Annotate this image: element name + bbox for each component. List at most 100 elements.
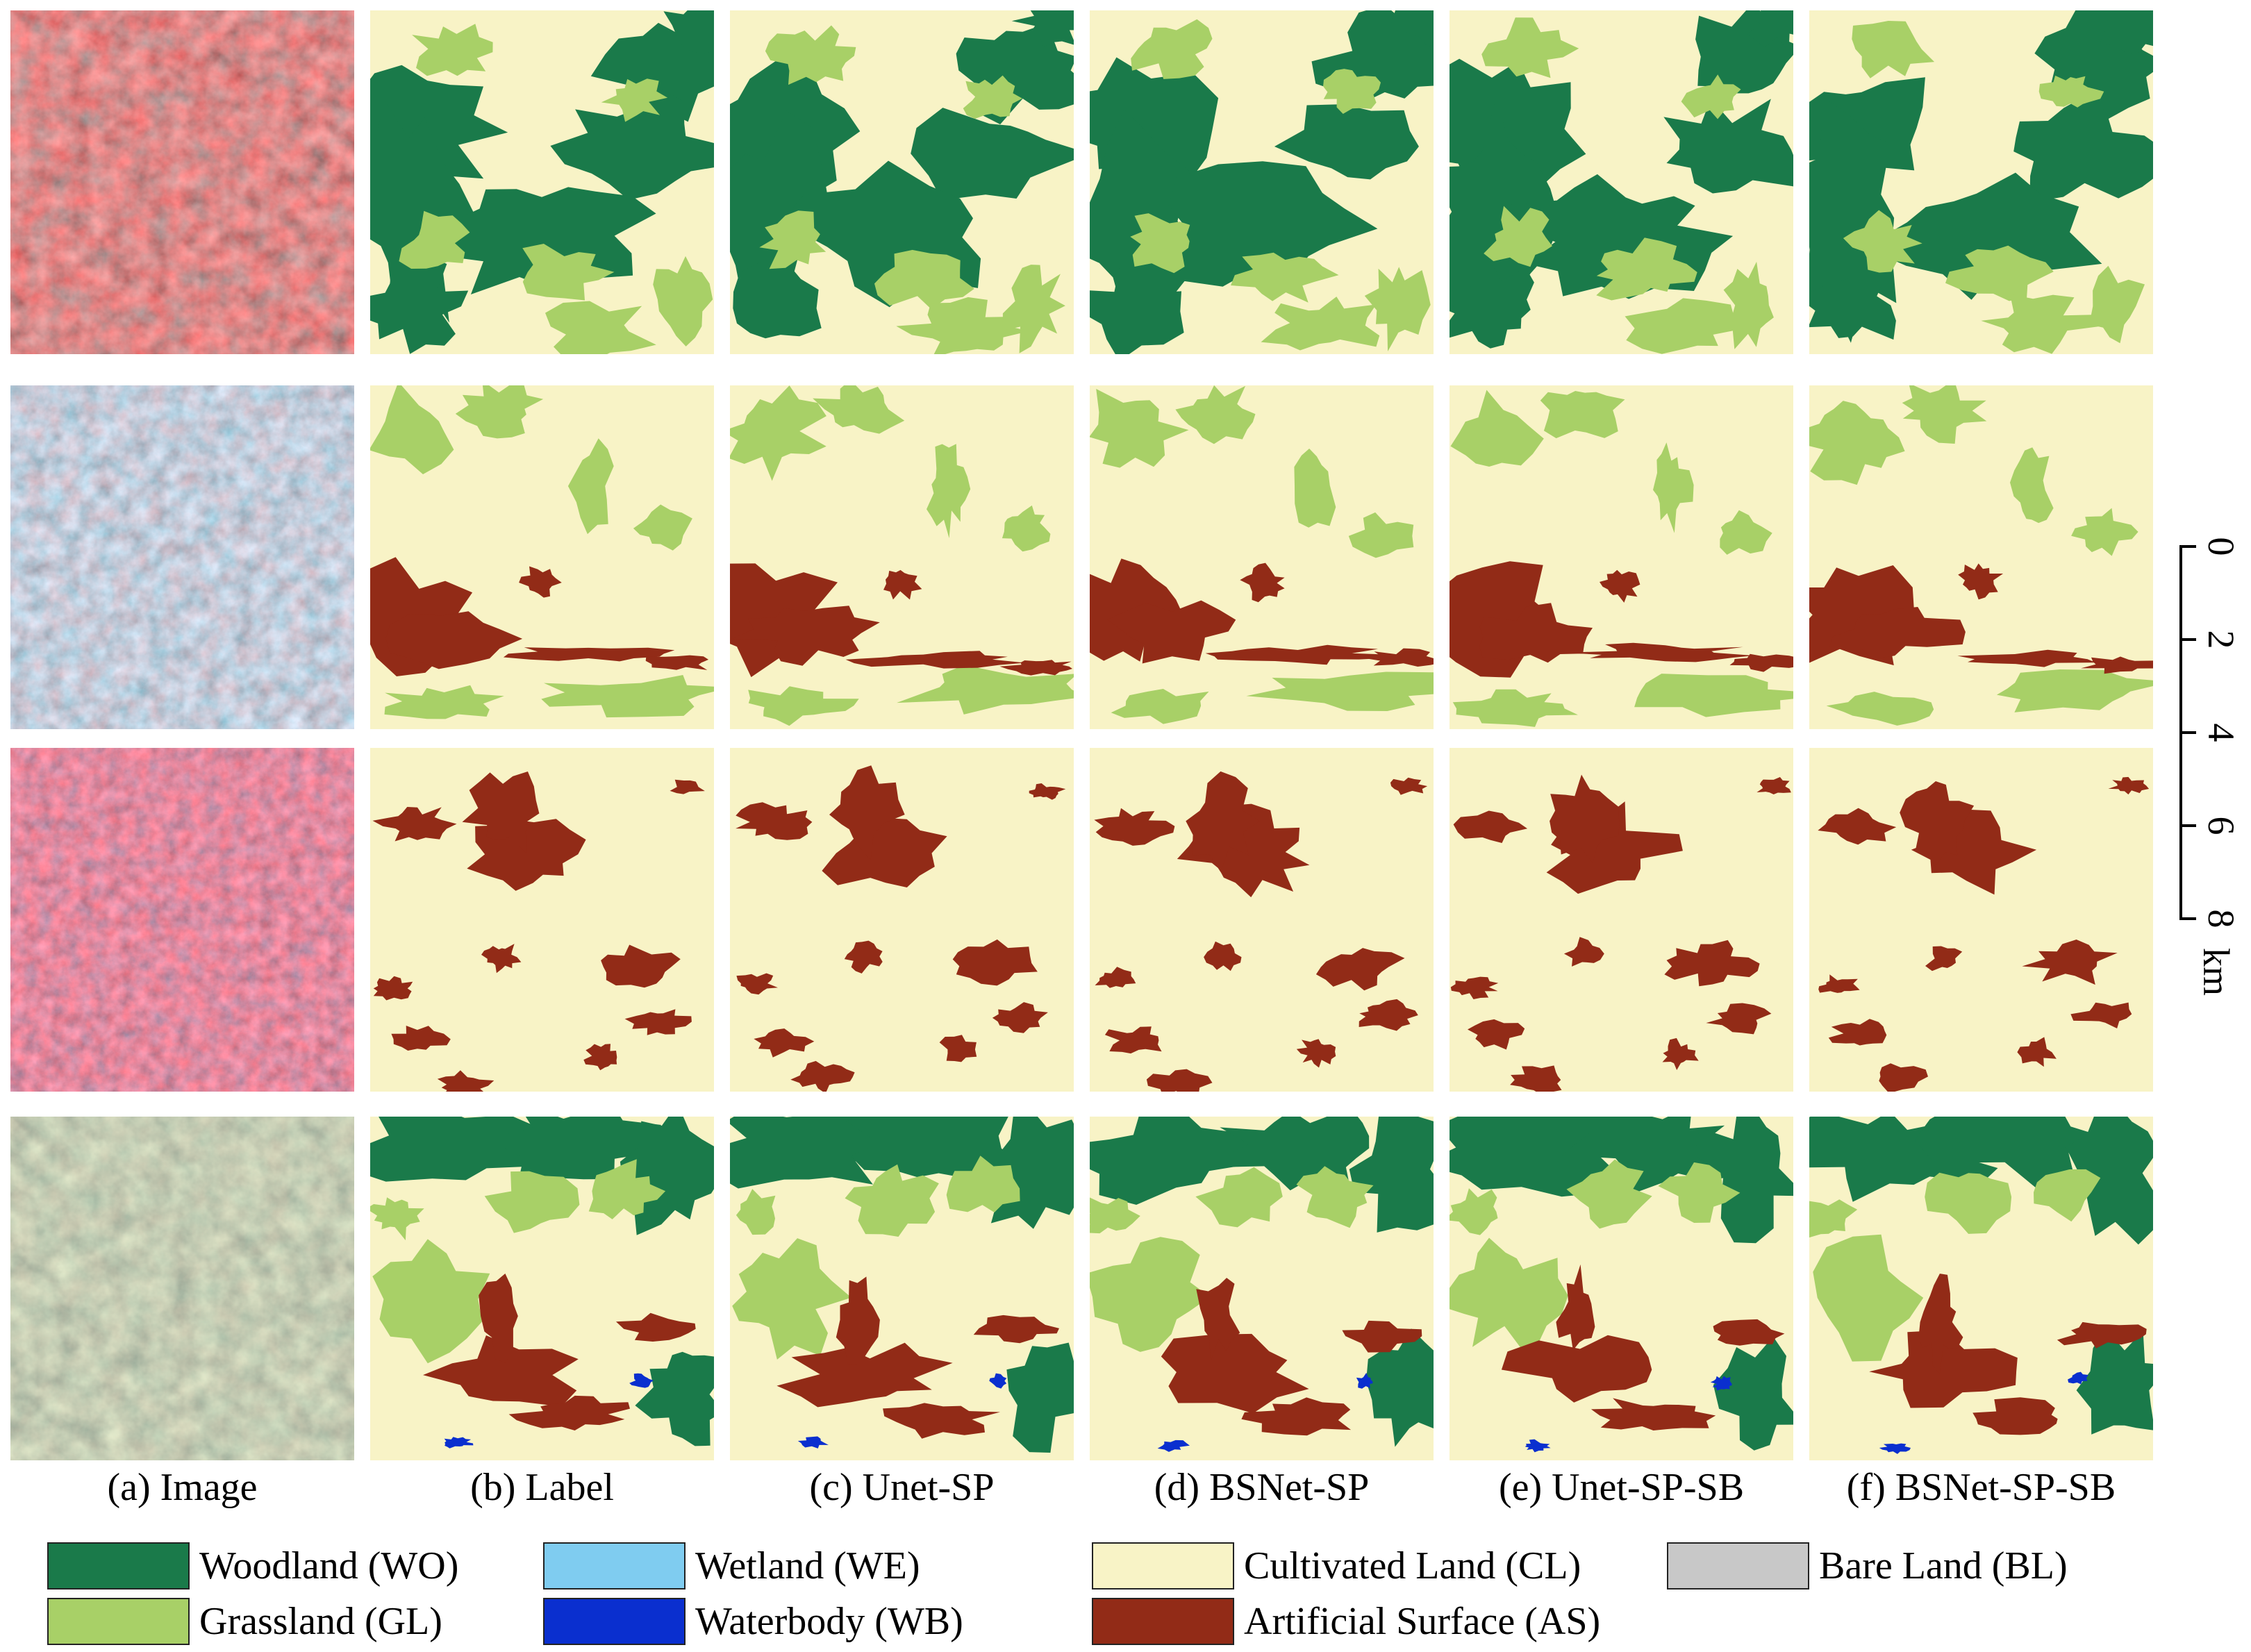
land-cover-patch [1809,276,1896,340]
land-cover-patch [1094,808,1175,846]
land-cover-patch [372,807,457,842]
land-cover-patch [1450,260,1534,349]
land-cover-patch [1186,771,1260,872]
land-cover-patch [1241,1397,1352,1436]
legend-swatch-woodland [47,1542,190,1590]
land-cover-patch [412,24,493,76]
land-cover-patch [1625,298,1745,354]
land-cover-patch [522,244,615,301]
land-cover-patch [845,651,1026,669]
land-cover-patch [2066,1117,2153,1245]
land-cover-patch [973,1315,1059,1344]
legend-swatch-waterbody [543,1598,686,1645]
scale-label-6: 6 [2200,817,2242,835]
land-cover-patch [1359,999,1418,1031]
land-cover-patch [1130,213,1190,274]
legend-swatch-artificial-surface [1092,1598,1234,1645]
land-cover-patch [1958,563,2004,600]
land-cover-patch [736,802,813,840]
unet-sp-sb-map-row3 [1450,748,1793,1092]
land-cover-patch [1681,74,1741,119]
land-cover-patch [846,1117,1019,1178]
segmentation-map [1809,748,2153,1092]
land-cover-patch [2068,1371,2088,1385]
land-cover-patch [1348,512,1414,558]
land-cover-patch [550,87,714,200]
land-cover-patch [615,1312,696,1342]
land-cover-patch [1501,1335,1652,1403]
label-map-row4 [370,1117,714,1460]
land-cover-patch [567,438,614,535]
land-cover-patch [481,944,522,974]
land-cover-patch [1713,1319,1785,1346]
land-cover-patch [765,25,856,85]
land-cover-patch [883,569,922,600]
land-cover-patch [733,261,822,339]
scale-label-4: 4 [2200,724,2242,742]
land-cover-patch [479,1274,518,1363]
land-cover-patch [754,1028,815,1058]
land-cover-patch [1743,10,1793,52]
land-cover-patch [797,1436,829,1449]
land-cover-patch [1364,267,1431,351]
segmentation-map [1450,1117,1793,1460]
land-cover-patch [790,1060,855,1092]
land-cover-patch [2022,940,2118,985]
land-cover-patch [1246,671,1434,711]
legend-item-wetland: Wetland (WE) [543,1538,920,1594]
land-cover-patch [633,504,692,551]
legend-item-grassland: Grassland (GL) [47,1594,442,1649]
land-cover-patch [1090,1117,1265,1205]
segmentation-map [1090,385,1434,729]
legend-swatch-bare-land [1667,1542,1809,1590]
land-cover-patch [836,1276,880,1365]
land-cover-patch [1131,19,1213,79]
land-cover-patch [1663,99,1793,194]
image-tile-row2 [10,385,354,729]
segmentation-map [370,748,714,1092]
land-cover-patch [635,1351,714,1446]
land-cover-patch [2010,447,2054,524]
land-cover-patch [736,973,778,995]
land-cover-patch [946,1155,1020,1212]
land-cover-patch [1723,261,1774,349]
land-cover-patch [1323,69,1381,114]
land-cover-patch [1450,1188,1498,1235]
land-cover-patch [989,1373,1007,1389]
land-cover-patch [1356,1372,1373,1389]
land-cover-patch [1175,385,1256,444]
scale-label-0: 0 [2200,538,2242,556]
land-cover-patch [927,444,971,538]
land-cover-patch [1828,1019,1887,1046]
land-cover-patch [1879,1443,1911,1454]
land-cover-patch [1365,648,1434,667]
land-cover-patch [1006,1342,1074,1453]
land-cover-patch [1900,781,1975,867]
segmentation-map [370,1117,714,1460]
land-cover-patch [963,75,1022,119]
land-cover-patch [373,976,413,1001]
label-map-row3 [370,748,714,1092]
land-cover-patch [1104,1026,1162,1054]
land-cover-patch [1869,1330,2018,1408]
segmentation-map [730,1117,1074,1460]
legend-label-bare-land: Bare Land (BL) [1819,1544,2068,1587]
land-cover-patch [732,1238,852,1360]
land-cover-patch [2108,776,2150,795]
caption-unet-sp-sb: (e) Unet-SP-SB [1498,1466,1745,1509]
land-cover-patch [391,1026,451,1051]
scale-unit: km [2195,948,2237,996]
land-cover-patch [1843,210,1922,273]
land-cover-patch [874,249,974,310]
segmentation-map [370,10,714,354]
land-cover-patch [1813,1234,1924,1362]
land-cover-patch [1695,1117,1793,1244]
segmentation-map [1090,748,1434,1092]
land-cover-patch [519,566,562,598]
land-cover-patch [1550,774,1620,863]
land-cover-patch [1002,265,1065,353]
land-cover-patch [1090,1237,1211,1352]
land-cover-patch [370,1117,548,1182]
legend-swatch-wetland [543,1542,686,1590]
land-cover-patch [1653,442,1694,533]
